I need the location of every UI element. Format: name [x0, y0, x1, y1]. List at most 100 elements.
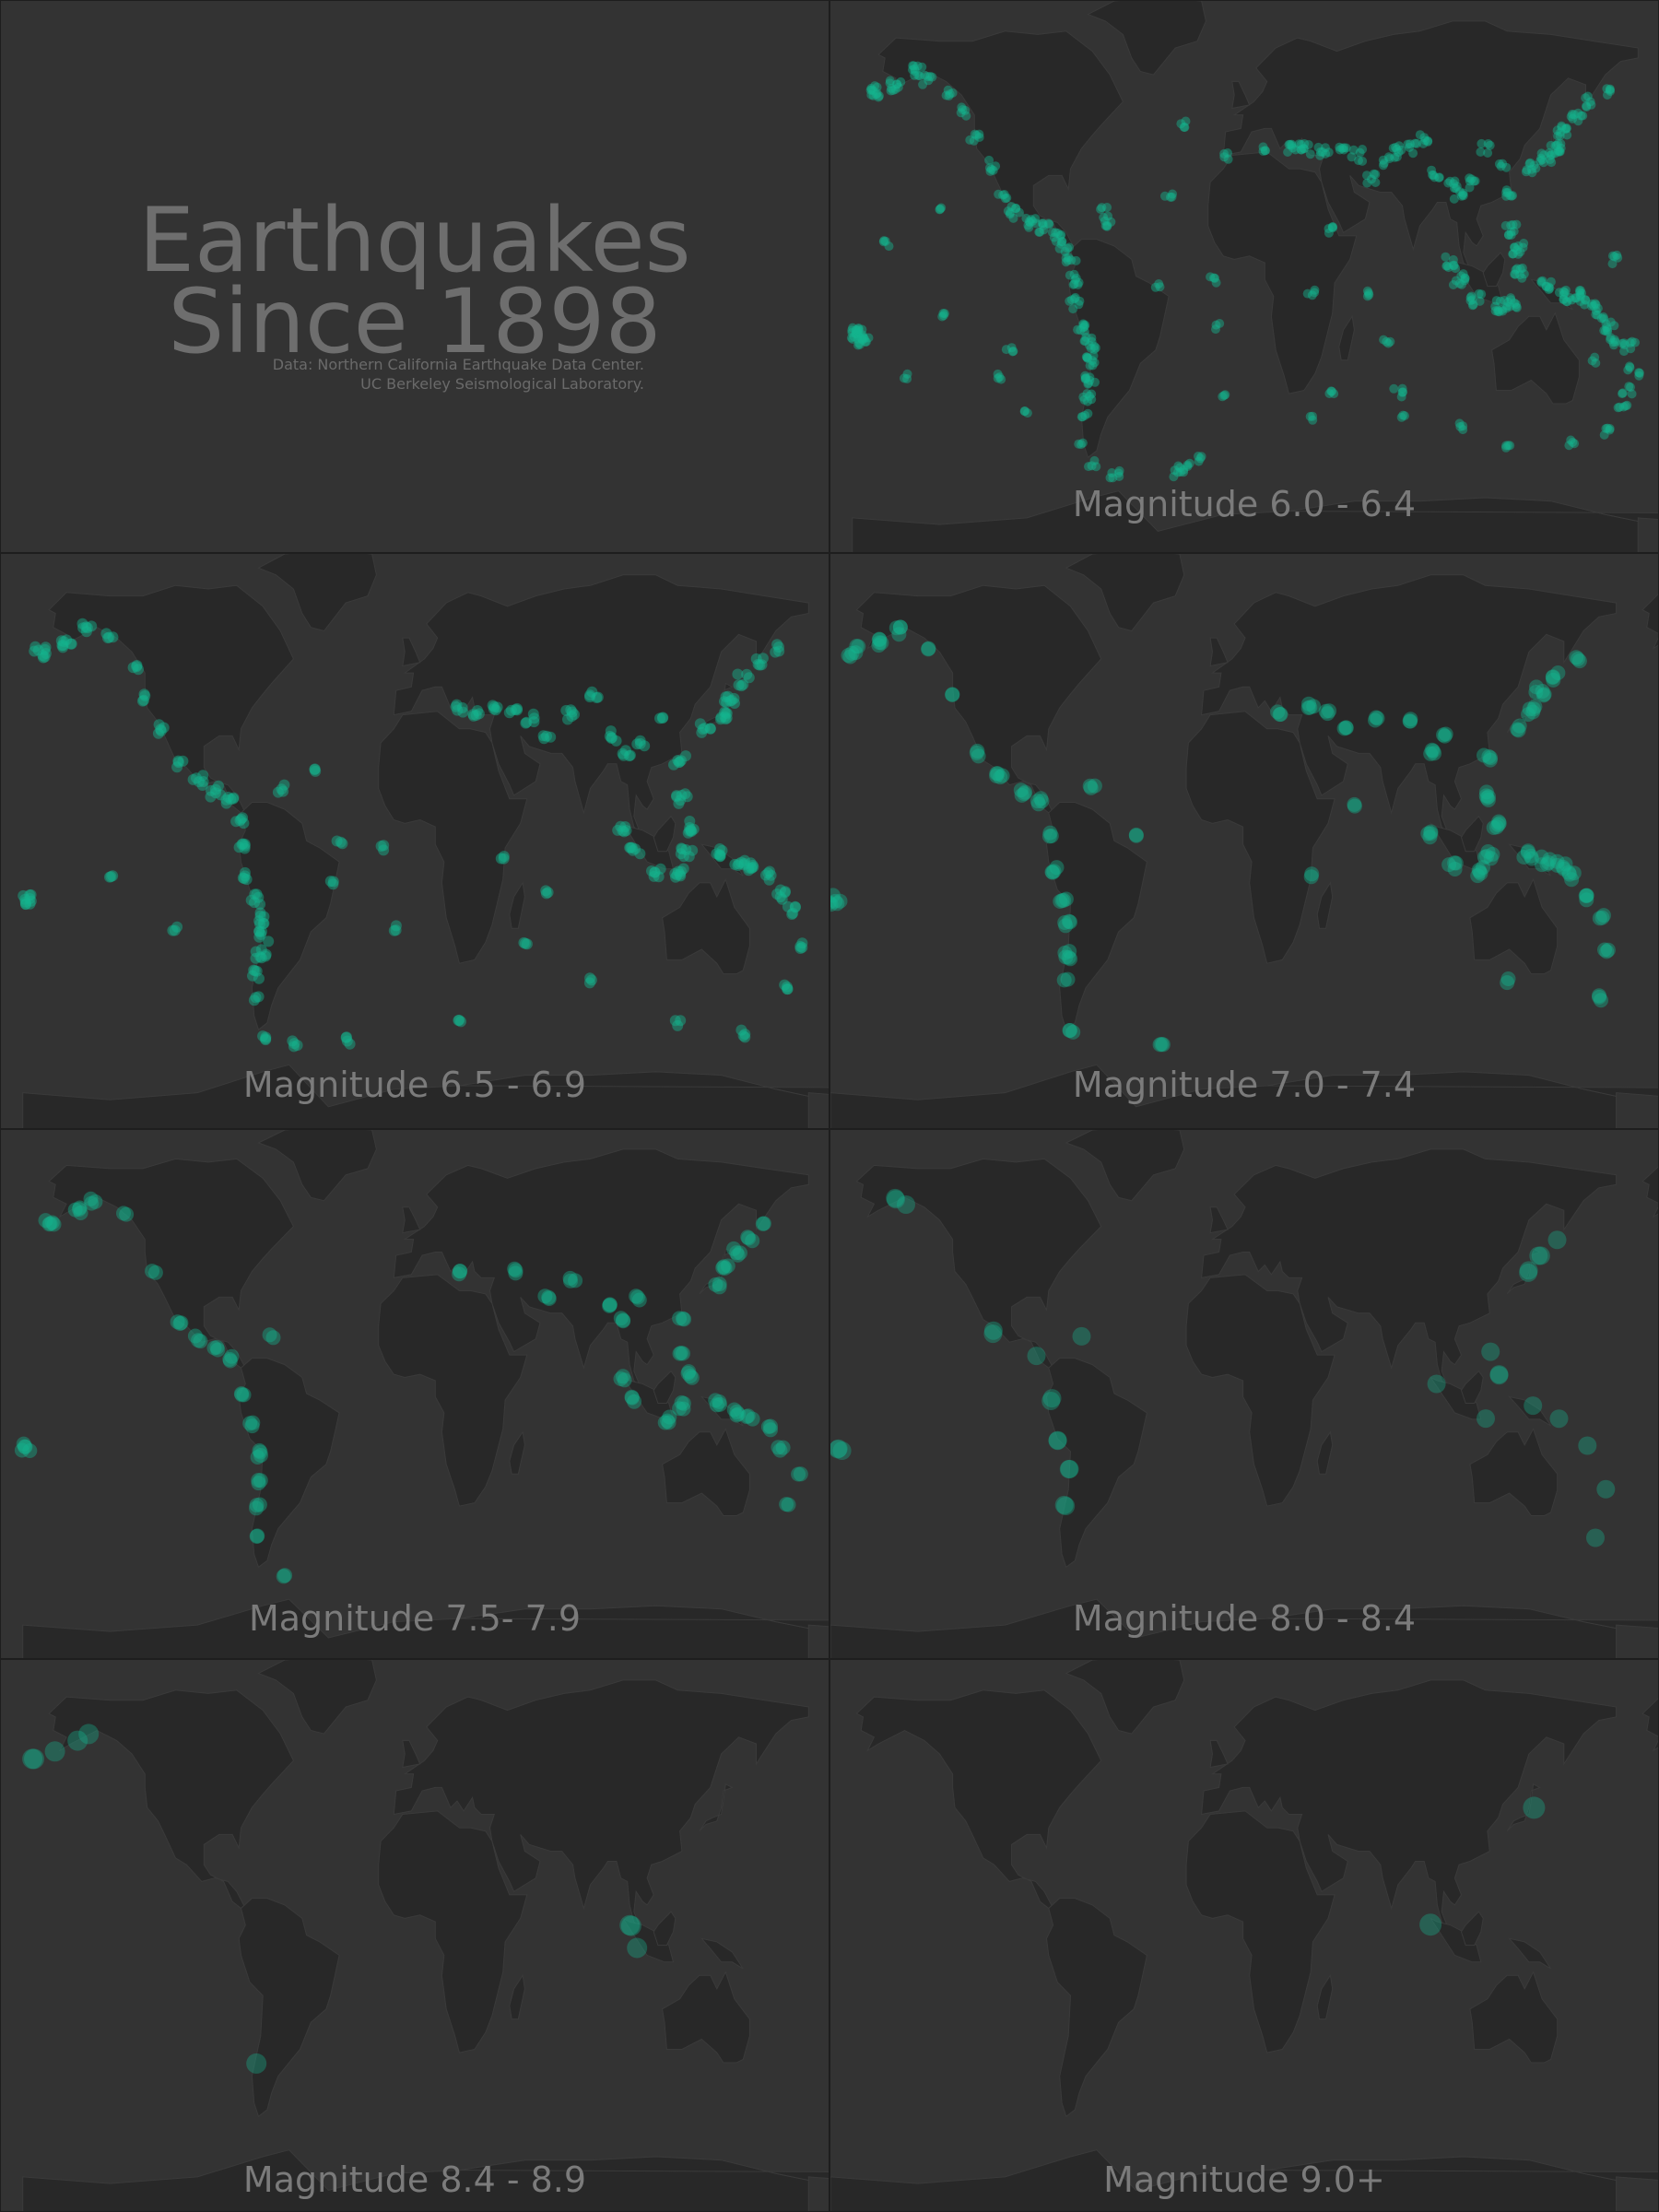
earthquake-marker: [921, 641, 936, 656]
earthquake-marker: [225, 794, 237, 806]
earthquake-marker: [1562, 130, 1572, 140]
earthquake-marker: [247, 970, 258, 982]
earthquake-marker: [878, 237, 888, 247]
earthquake-marker: [1521, 167, 1531, 177]
earthquake-marker: [1523, 1796, 1546, 1819]
earthquake-marker: [251, 1476, 266, 1491]
earthquake-marker: [1063, 255, 1073, 265]
earthquake-marker: [1056, 239, 1066, 249]
earthquake-marker: [1471, 863, 1487, 877]
earthquake-marker: [1443, 263, 1453, 273]
earthquake-marker: [1077, 440, 1086, 450]
earthquake-marker: [1313, 142, 1324, 152]
earthquake-marker: [215, 789, 227, 801]
earthquake-marker: [851, 329, 861, 339]
earthquake-marker: [1593, 303, 1603, 313]
earthquake-marker: [719, 706, 731, 718]
earthquake-marker: [1549, 857, 1565, 873]
earthquake-marker: [947, 88, 958, 98]
data-credit: Data: Northern California Earthquake Dat…: [273, 355, 644, 394]
earthquake-marker: [1536, 148, 1547, 159]
earthquake-marker: [1558, 856, 1573, 872]
earthquake-marker: [1575, 290, 1585, 300]
earthquake-marker: [260, 1034, 272, 1046]
earthquake-marker: [1576, 292, 1585, 302]
earthquake-marker: [1103, 211, 1113, 221]
earthquake-marker: [1062, 944, 1077, 959]
earthquake-marker: [520, 717, 532, 729]
earthquake-marker: [1085, 340, 1094, 350]
earthquake-marker: [1477, 289, 1487, 300]
earthquake-marker: [1297, 145, 1306, 155]
earthquake-marker: [918, 79, 928, 89]
earthquake-marker: [139, 690, 151, 701]
earthquake-marker: [649, 866, 661, 878]
poster-title: Earthquakes Since 1898: [138, 189, 691, 366]
earthquake-marker: [1074, 277, 1084, 288]
earthquake-marker: [1324, 228, 1334, 238]
earthquake-marker: [1529, 679, 1544, 695]
earthquake-marker: [1179, 467, 1189, 477]
land-britain: [1209, 637, 1229, 667]
earthquake-marker: [1084, 378, 1093, 388]
earthquake-marker: [1520, 844, 1535, 860]
earthquake-marker: [1555, 147, 1565, 157]
earthquake-marker: [1337, 143, 1347, 153]
earthquake-marker: [1429, 171, 1439, 181]
earthquake-marker: [1059, 1460, 1078, 1478]
land-greenland: [1065, 1130, 1185, 1202]
earthquake-marker: [902, 374, 912, 383]
land-japan: [699, 682, 734, 733]
earthquake-marker: [452, 704, 464, 716]
earthquake-marker: [1589, 300, 1599, 311]
earthquake-marker: [796, 942, 808, 953]
earthquake-marker: [55, 635, 67, 647]
earthquake-marker: [1593, 310, 1602, 320]
earthquake-marker: [1448, 280, 1458, 289]
land-south-america: [1045, 802, 1147, 1031]
earthquake-marker: [1405, 139, 1415, 149]
title-line-1: Earthquakes: [138, 189, 691, 292]
earthquake-marker: [853, 340, 863, 350]
earthquake-marker: [856, 333, 866, 343]
earthquake-marker: [1038, 218, 1048, 229]
earthquake-marker: [1505, 301, 1515, 312]
earthquake-marker: [1618, 402, 1629, 412]
earthquake-marker: [1476, 147, 1486, 157]
earthquake-marker: [1043, 218, 1053, 229]
earthquake-marker: [1500, 220, 1511, 230]
earthquake-marker: [1049, 232, 1059, 242]
earthquake-marker: [1044, 219, 1054, 229]
earthquake-marker: [1501, 442, 1511, 453]
earthquake-marker: [1304, 866, 1320, 882]
earthquake-marker: [155, 725, 167, 736]
land-north-america: [855, 584, 1102, 814]
earthquake-marker: [1491, 296, 1501, 306]
earthquake-marker: [1076, 325, 1086, 335]
earthquake-marker: [341, 1031, 352, 1043]
earthquake-marker: [771, 639, 783, 651]
earthquake-marker: [72, 1200, 88, 1216]
earthquake-marker: [1303, 140, 1313, 149]
earthquake-marker: [1591, 310, 1601, 320]
earthquake-marker: [1545, 283, 1555, 293]
earthquake-marker: [1371, 178, 1381, 187]
earthquake-marker: [699, 723, 711, 734]
earthquake-marker: [249, 965, 261, 977]
earthquake-marker: [1599, 314, 1609, 324]
earthquake-marker: [1220, 390, 1230, 400]
earthquake-marker: [1048, 1430, 1067, 1450]
earthquake-marker: [679, 788, 691, 800]
earthquake-marker: [341, 1035, 353, 1047]
earthquake-marker: [1408, 148, 1418, 159]
earthquake-marker: [1458, 421, 1468, 431]
earthquake-marker: [1315, 147, 1325, 157]
earthquake-marker: [1034, 794, 1050, 809]
earthquake-marker: [1474, 288, 1484, 299]
earthquake-marker: [119, 1206, 135, 1222]
land-madagascar: [1338, 314, 1355, 361]
earthquake-marker: [1458, 425, 1468, 435]
earthquake-marker: [1025, 218, 1035, 228]
earthquake-marker: [1082, 389, 1092, 399]
earthquake-marker: [722, 690, 734, 702]
